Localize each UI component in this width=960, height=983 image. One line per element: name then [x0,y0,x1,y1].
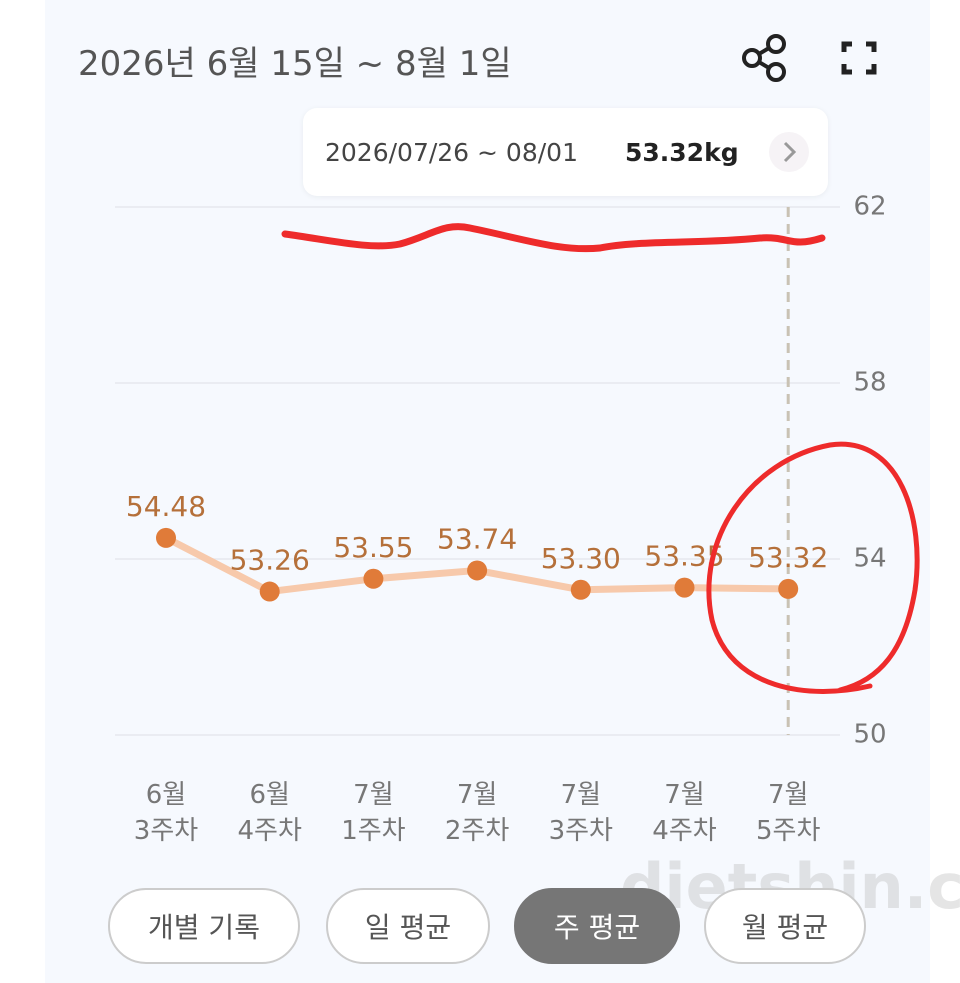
value-label: 53.30 [541,542,621,575]
x-tick-label: 7월 4주차 [652,780,717,846]
y-tick-label: 58 [853,368,886,398]
data-point [156,527,176,548]
value-label: 53.26 [230,544,310,577]
x-tick-label: 7월 5주차 [755,780,821,846]
x-tick-label: 7월 3주차 [548,780,613,846]
data-point [778,578,799,599]
y-tick-label: 62 [853,192,886,222]
y-tick-label: 50 [853,720,886,750]
tooltip-range: 2026/07/26 ~ 08/01 [325,138,578,167]
value-label: 53.55 [333,531,413,564]
tab-button[interactable]: 개별 기록 [108,888,300,964]
tooltip-value: 53.32kg [625,138,739,167]
share-icon[interactable] [742,34,786,82]
value-label: 53.74 [437,522,517,555]
data-point [363,568,384,589]
date-range-title: 2026년 6월 15일 ~ 8월 1일 [78,44,512,84]
value-label: 54.48 [126,490,206,523]
x-tick-label: 6월 4주차 [237,780,302,846]
x-tick-label: 7월 1주차 [341,780,406,846]
value-label: 53.32 [748,541,828,574]
x-tick-label: 6월 3주차 [133,780,199,846]
data-point [467,560,488,581]
chevron [769,132,809,172]
tab-button[interactable]: 일 평균 [326,888,490,964]
annotation-scribble [281,223,826,253]
tab-button[interactable]: 주 평균 [514,888,680,964]
tooltip[interactable]: 2026/07/26 ~ 08/01 53.32kg [303,108,828,196]
data-point [570,579,591,600]
data-point [259,581,280,602]
x-tick-label: 7월 2주차 [444,780,510,846]
annotation-circle [706,441,920,694]
tab-button[interactable]: 월 평균 [704,888,866,964]
y-tick-label: 54 [853,544,886,574]
fullscreen-icon[interactable] [841,41,877,75]
data-point [674,577,695,598]
